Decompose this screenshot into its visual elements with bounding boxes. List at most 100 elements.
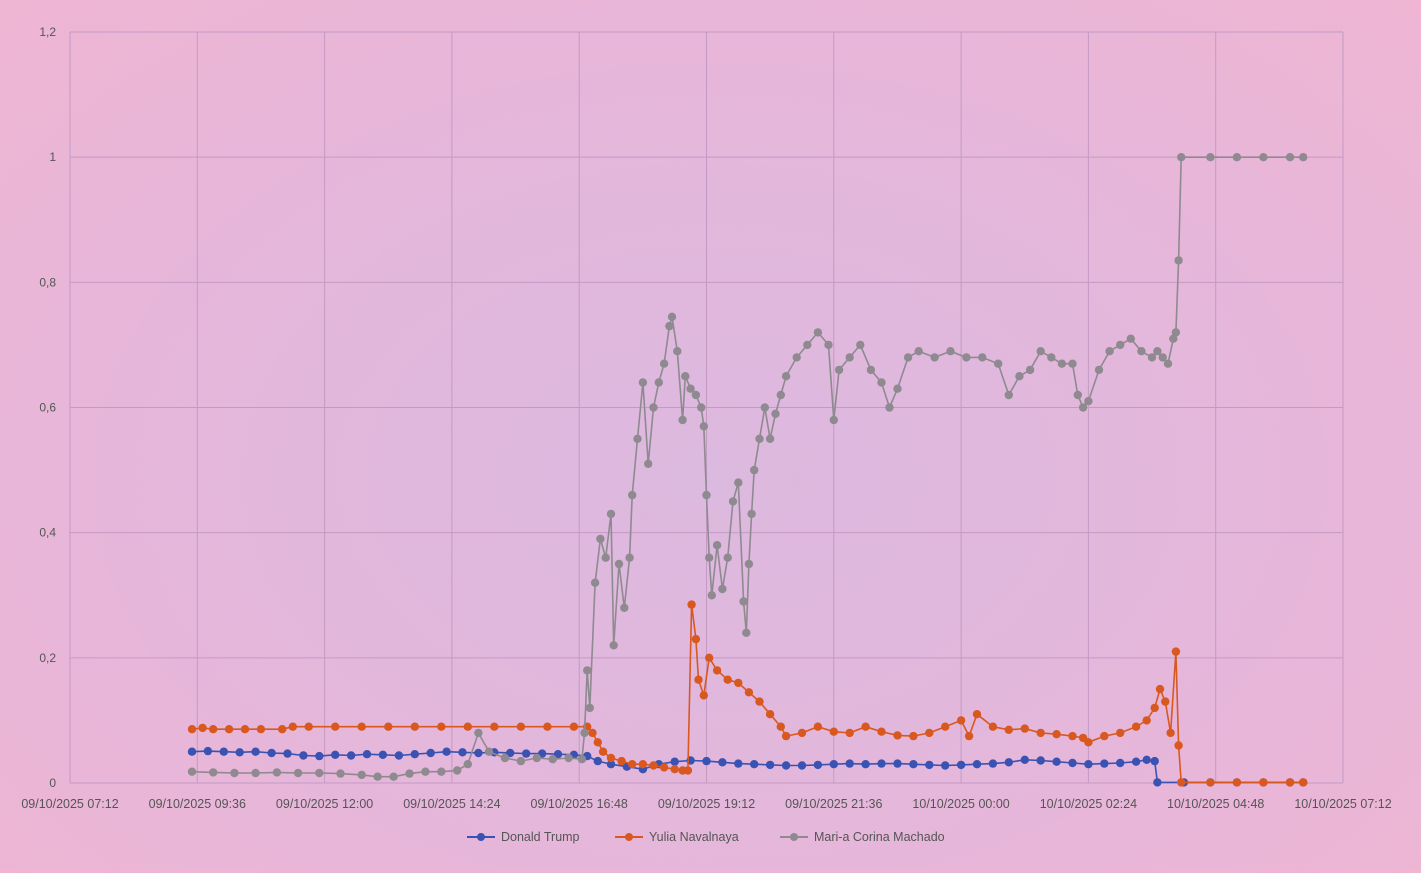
data-point (699, 422, 708, 431)
data-point (235, 748, 244, 757)
data-point (1004, 758, 1013, 767)
data-point (956, 760, 966, 770)
x-tick-label: 09/10/2025 19:12 (658, 797, 755, 811)
y-tick-label: 0,6 (39, 401, 56, 415)
data-point (1094, 365, 1104, 375)
legend-item: Yulia Navalnaya (615, 830, 739, 844)
data-point (1116, 728, 1125, 738)
data-point (670, 757, 679, 766)
data-point (988, 759, 998, 768)
data-point (1285, 778, 1295, 787)
data-point (861, 722, 870, 731)
y-tick-label: 0 (49, 776, 56, 790)
data-point (240, 725, 250, 734)
data-point (426, 748, 435, 758)
data-point (588, 728, 597, 738)
data-point (1126, 334, 1136, 343)
data-point (792, 353, 801, 362)
x-tick-label: 09/10/2025 12:00 (276, 797, 373, 811)
data-point (718, 584, 727, 594)
data-point (484, 747, 494, 756)
data-point (813, 722, 823, 731)
data-point (909, 731, 918, 741)
data-point (357, 722, 366, 731)
data-point (781, 761, 791, 770)
data-point (272, 768, 282, 777)
data-point (522, 749, 531, 758)
legend-item: Donald Trump (467, 830, 580, 844)
data-point (625, 553, 634, 562)
series-donald-trump (187, 746, 1308, 787)
data-point (776, 722, 785, 731)
data-point (1131, 722, 1141, 731)
data-point (278, 725, 287, 734)
legend-label: Yulia Navalnaya (649, 830, 739, 844)
data-point (1116, 758, 1125, 768)
x-tick-label: 10/10/2025 04:48 (1167, 797, 1264, 811)
data-point (606, 509, 616, 519)
data-point (1171, 328, 1181, 337)
data-point (437, 722, 446, 731)
data-point (829, 760, 838, 769)
data-point (1057, 359, 1067, 368)
data-point (1299, 153, 1308, 162)
data-point (638, 378, 648, 387)
data-point (490, 722, 499, 731)
data-point (877, 759, 886, 768)
data-point (1068, 359, 1077, 368)
data-point (718, 758, 727, 767)
legend: Donald Trump Yulia Navalnaya Mari-a Corina… (467, 830, 945, 844)
data-point (925, 760, 934, 770)
data-point (1047, 353, 1056, 362)
data-point (410, 750, 419, 759)
data-point (659, 763, 669, 772)
x-tick-label: 10/10/2025 00:00 (912, 797, 1009, 811)
x-axis-ticks: 09/10/2025 07:12 09/10/2025 09:36 09/10/20… (21, 797, 1391, 811)
data-point (331, 750, 340, 759)
data-point (687, 600, 696, 609)
data-point (723, 675, 732, 684)
series-yulia-navalnaya (187, 600, 1308, 787)
data-point (681, 372, 690, 381)
data-point (829, 727, 838, 736)
data-point (598, 747, 608, 756)
data-point (893, 384, 902, 393)
data-point (712, 541, 722, 550)
data-point (187, 767, 197, 776)
data-point (1068, 731, 1077, 741)
data-point (765, 760, 775, 770)
data-point (712, 666, 722, 675)
data-point (458, 748, 467, 757)
data-point (1206, 153, 1215, 162)
data-point (744, 559, 754, 569)
data-point (1015, 372, 1024, 381)
data-point (1285, 153, 1295, 162)
data-point (362, 750, 372, 759)
data-point (209, 725, 218, 734)
data-point (665, 321, 674, 331)
x-tick-label: 09/10/2025 14:24 (403, 797, 500, 811)
data-point (453, 766, 462, 775)
data-point (577, 755, 587, 764)
data-point (230, 768, 239, 778)
data-point (1206, 778, 1215, 787)
data-point (964, 731, 974, 741)
data-point (845, 353, 854, 362)
data-point (673, 347, 682, 356)
data-point (678, 415, 687, 425)
data-point (750, 465, 759, 475)
y-axis-ticks: 0 0,2 0,4 0,6 0,8 1 1,2 (39, 25, 56, 790)
data-point (1161, 697, 1170, 706)
data-point (988, 722, 998, 731)
data-point (596, 534, 605, 544)
data-point (813, 760, 823, 770)
data-point (962, 353, 971, 362)
series-group (187, 153, 1308, 787)
data-point (744, 688, 754, 697)
data-point (304, 722, 313, 731)
series-line (191, 156, 1304, 778)
data-point (638, 760, 648, 769)
data-point (956, 716, 966, 725)
